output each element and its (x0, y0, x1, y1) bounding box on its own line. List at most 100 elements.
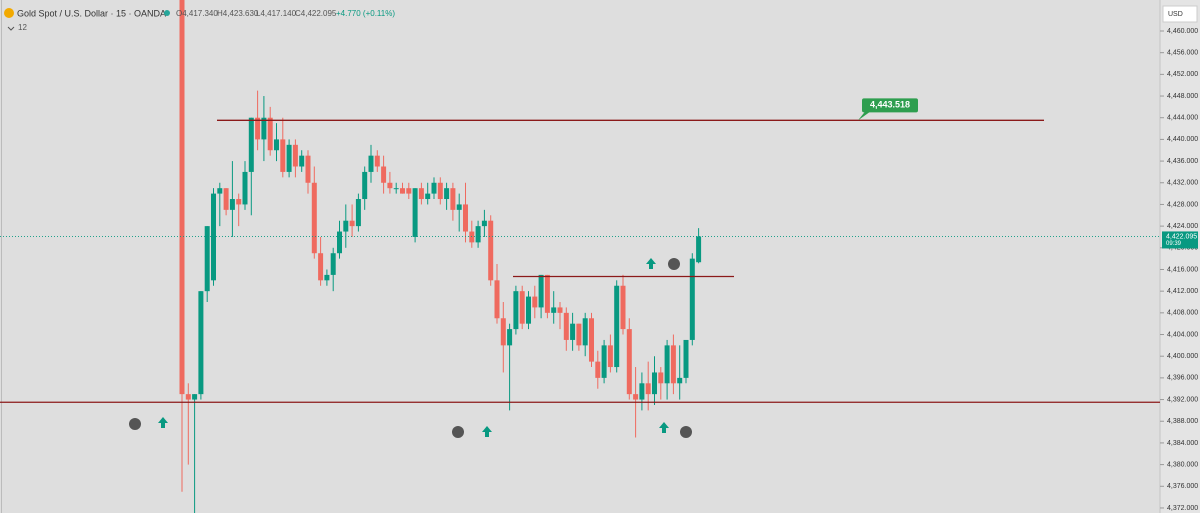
y-tick-label: 4,404.000 (1167, 331, 1198, 338)
candle-body (437, 182, 443, 200)
candle-body (330, 253, 336, 275)
y-tick-label: 4,428.000 (1167, 201, 1198, 208)
candle-body (645, 383, 651, 395)
candle-body (185, 394, 191, 400)
status-dot (164, 10, 170, 16)
overlay: 4,460.000 4,456.000 4,452.000 4,448.000 4,44… (0, 28, 1198, 512)
candle-body (689, 258, 695, 340)
y-tick-label: 4,448.000 (1167, 93, 1198, 100)
ohlc-low: L4,417.140 (256, 9, 297, 18)
candle-body (526, 296, 531, 324)
y-tick-label: 4,384.000 (1167, 440, 1198, 447)
indicator-count: 12 (18, 23, 27, 32)
candle-body (179, 0, 185, 395)
candle-body (444, 188, 450, 200)
candle-body (318, 253, 324, 281)
level-label: 4,443.518 (870, 100, 910, 110)
candle-body (292, 144, 298, 167)
candle-body (544, 274, 550, 313)
current-price-label: 4,422.095 (1166, 233, 1197, 240)
candle-body (475, 226, 481, 243)
y-tick-label: 4,436.000 (1167, 158, 1198, 165)
currency-box[interactable] (1162, 5, 1198, 23)
spy-icon (680, 426, 692, 438)
candle-body (551, 307, 557, 313)
candle-body (488, 220, 494, 281)
candle-body (582, 318, 588, 346)
ohlc-change: +4.770 (+0.11%) (336, 9, 395, 18)
candle-body (299, 155, 305, 167)
candle-body (456, 204, 462, 210)
candle-body (192, 394, 198, 400)
candle-body (626, 329, 632, 395)
candle-body (261, 117, 267, 140)
candle-body (211, 193, 216, 281)
ohlc-open: O4,417.340 (176, 9, 218, 18)
candle-body (683, 339, 689, 378)
candle-body (532, 296, 538, 308)
candle-body (343, 220, 349, 232)
candle-body (305, 155, 311, 183)
candle-body (658, 372, 664, 384)
candle-body (242, 171, 248, 205)
candle-body (267, 117, 273, 151)
y-tick-label: 4,408.000 (1167, 310, 1198, 317)
candle-body (229, 199, 235, 210)
candle-body (412, 188, 418, 237)
y-tick-label: 4,444.000 (1167, 115, 1198, 122)
up-arrow (646, 258, 656, 269)
candle-body (381, 166, 387, 183)
currency[interactable]: USD (1168, 11, 1183, 18)
candle-body (274, 139, 279, 151)
y-tick-label: 4,452.000 (1167, 71, 1198, 78)
candle-body (217, 188, 223, 194)
candle-body (450, 188, 456, 210)
candle-body (349, 220, 355, 227)
y-tick-label: 4,460.000 (1167, 28, 1198, 35)
candle-body (406, 188, 412, 194)
candle-body (481, 220, 487, 227)
candle-body (368, 155, 374, 172)
symbol-icon (4, 8, 14, 18)
candle-body (570, 323, 576, 340)
candle-body (557, 307, 563, 313)
y-tick-label: 4,396.000 (1167, 375, 1198, 382)
symbol: Gold Spot / U.S. Dollar · 15 · OANDA (17, 8, 166, 18)
candle-body (696, 236, 702, 263)
ohlc-high: H4,423.630 (217, 9, 259, 18)
candle-body (639, 383, 645, 400)
candle-body (198, 291, 204, 395)
candle-body (311, 182, 317, 254)
candle-body (595, 361, 601, 378)
candle-body (425, 193, 431, 200)
plot-area (0, 0, 1160, 513)
y-tick-label: 4,440.000 (1167, 136, 1198, 143)
candle-body (223, 188, 229, 210)
candle-body (576, 323, 582, 346)
y-tick-label: 4,416.000 (1167, 266, 1198, 273)
candle-body (431, 182, 437, 194)
y-tick-label: 4,380.000 (1167, 461, 1198, 468)
candle-body (280, 139, 286, 172)
candle-body (500, 318, 506, 346)
candle-body (248, 117, 254, 172)
candle-body (355, 199, 361, 227)
candle-body (387, 182, 393, 189)
candle-body (255, 117, 261, 140)
up-arrow (158, 417, 168, 428)
candle-body (589, 318, 594, 362)
spy-icon (129, 418, 141, 430)
candle-body (633, 394, 639, 400)
candle-body (400, 188, 405, 194)
candle-body (393, 188, 399, 190)
candle-body (362, 171, 368, 200)
candle-body (507, 329, 513, 346)
candle-body (418, 188, 424, 200)
up-arrow (482, 426, 492, 437)
candle-body (463, 204, 468, 232)
candle-body (664, 345, 670, 384)
y-tick-label: 4,376.000 (1167, 483, 1198, 490)
y-tick-label: 4,412.000 (1167, 288, 1198, 295)
y-tick-label: 4,372.000 (1167, 505, 1198, 512)
